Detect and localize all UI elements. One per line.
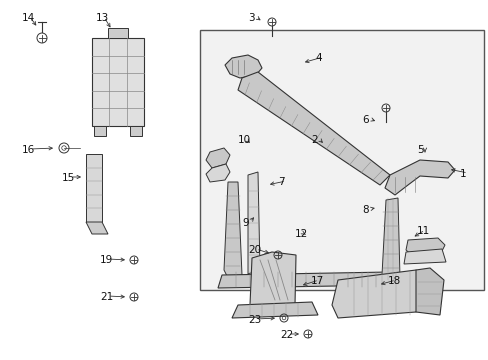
Text: 14: 14 — [22, 13, 35, 23]
Polygon shape — [384, 160, 454, 195]
Polygon shape — [331, 270, 429, 318]
Polygon shape — [238, 72, 389, 185]
Text: 7: 7 — [278, 177, 284, 187]
Polygon shape — [86, 222, 108, 234]
Bar — [94, 126, 106, 136]
Text: 17: 17 — [310, 276, 324, 286]
Text: 1: 1 — [459, 169, 466, 179]
Polygon shape — [205, 148, 229, 168]
Text: 4: 4 — [314, 53, 321, 63]
Text: 18: 18 — [387, 276, 401, 286]
Text: 23: 23 — [247, 315, 261, 325]
Polygon shape — [381, 198, 399, 282]
Text: 12: 12 — [294, 229, 307, 239]
Text: 21: 21 — [100, 292, 113, 302]
Text: 22: 22 — [280, 330, 293, 340]
Bar — [86, 154, 102, 222]
Polygon shape — [205, 164, 229, 182]
Polygon shape — [405, 238, 444, 258]
Text: 20: 20 — [247, 245, 261, 255]
Bar — [200, 30, 483, 290]
Polygon shape — [231, 302, 317, 318]
Text: 9: 9 — [242, 218, 248, 228]
Text: 16: 16 — [22, 145, 35, 155]
Text: 11: 11 — [416, 226, 429, 236]
Text: 19: 19 — [100, 255, 113, 265]
Text: 8: 8 — [361, 205, 368, 215]
Text: 2: 2 — [310, 135, 317, 145]
Polygon shape — [249, 252, 295, 308]
Text: 10: 10 — [238, 135, 251, 145]
Text: 15: 15 — [62, 173, 75, 183]
Text: 5: 5 — [416, 145, 423, 155]
Polygon shape — [218, 272, 394, 288]
Polygon shape — [415, 268, 443, 315]
Text: 13: 13 — [96, 13, 109, 23]
Text: 3: 3 — [247, 13, 254, 23]
Polygon shape — [403, 249, 445, 264]
Text: 6: 6 — [361, 115, 368, 125]
Bar — [108, 28, 128, 38]
Polygon shape — [224, 182, 242, 278]
Polygon shape — [247, 172, 260, 274]
Polygon shape — [224, 55, 262, 78]
Bar — [130, 126, 142, 136]
Bar — [92, 38, 143, 126]
